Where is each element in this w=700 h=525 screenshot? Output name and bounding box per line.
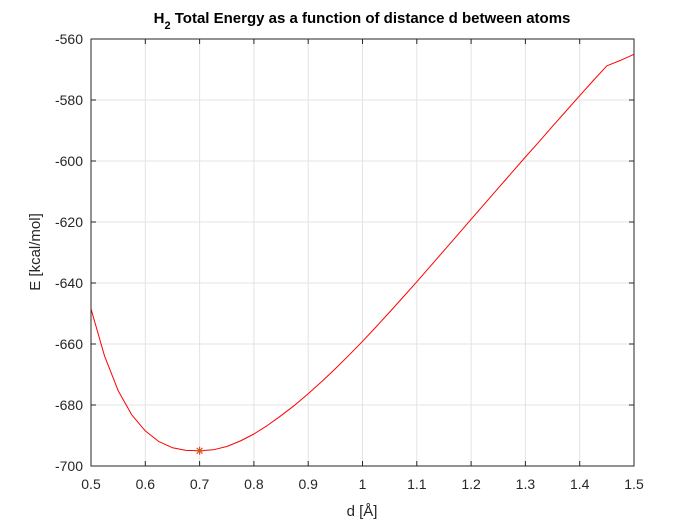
x-tick-label: 0.7 — [190, 476, 210, 492]
y-tick-labels: -700 -680 -660 -640 -620 -600 -580 -560 — [55, 31, 83, 474]
x-tick-label: 1.3 — [516, 476, 536, 492]
x-tick-label: 0.9 — [298, 476, 318, 492]
x-tick-label: 1.5 — [624, 476, 644, 492]
y-tick-label: -580 — [55, 92, 83, 108]
tick-marks — [90, 38, 635, 467]
y-tick-label: -700 — [55, 458, 83, 474]
x-axis-label: d [Å] — [347, 503, 378, 520]
energy-curve — [90, 53, 635, 452]
minimum-marker — [195, 446, 204, 455]
x-tick-label: 0.6 — [136, 476, 156, 492]
y-tick-label: -640 — [55, 275, 83, 291]
y-tick-label: -660 — [55, 336, 83, 352]
y-tick-label: -680 — [55, 397, 83, 413]
x-tick-label: 1.1 — [407, 476, 427, 492]
marker-stroke — [196, 447, 203, 455]
x-tick-labels: 0.5 0.6 0.7 0.8 0.9 1 1.1 1.2 1.3 1.4 1.5 — [81, 476, 644, 492]
y-tick-label: -600 — [55, 153, 83, 169]
y-tick-label: -620 — [55, 214, 83, 230]
x-tick-label: 0.5 — [81, 476, 101, 492]
x-tick-label: 1 — [359, 476, 367, 492]
y-axis-label: E [kcal/mol] — [27, 213, 44, 291]
x-tick-label: 1.2 — [461, 476, 481, 492]
x-tick-label: 1.4 — [570, 476, 590, 492]
chart-title: H2 Total Energy as a function of distanc… — [154, 10, 571, 32]
y-tick-label: -560 — [55, 31, 83, 47]
x-tick-label: 0.8 — [244, 476, 264, 492]
series-layer — [90, 53, 635, 455]
